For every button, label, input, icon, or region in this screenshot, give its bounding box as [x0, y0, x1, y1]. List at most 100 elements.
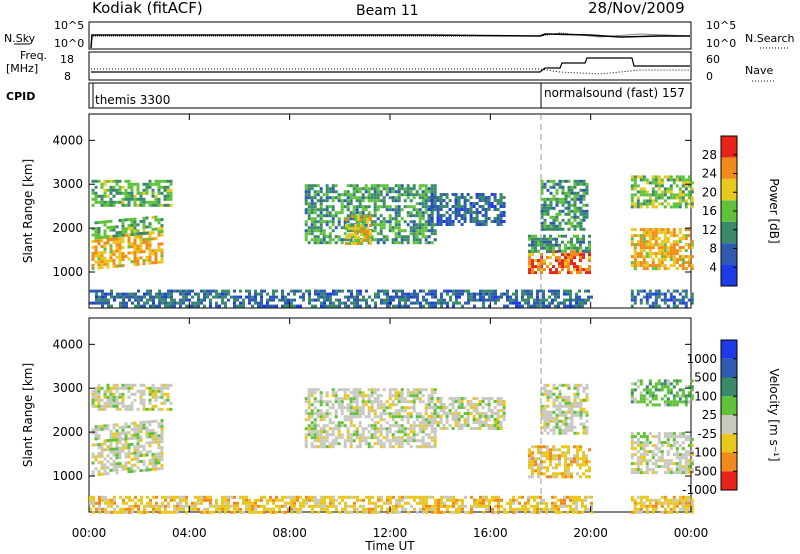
- range-cell: [436, 415, 440, 418]
- range-cell: [502, 202, 506, 205]
- range-cell: [325, 205, 329, 209]
- range-cell: [400, 229, 404, 233]
- range-cell: [457, 415, 461, 418]
- range-cell: [639, 435, 643, 439]
- range-cell: [136, 436, 140, 440]
- range-cell: [106, 454, 110, 458]
- range-cell: [543, 206, 547, 210]
- range-cell: [418, 184, 422, 188]
- range-cell: [230, 295, 233, 299]
- nave-tick-top: 60: [706, 53, 720, 66]
- range-cell: [484, 214, 488, 217]
- range-cell: [173, 507, 176, 511]
- range-cell: [145, 243, 149, 247]
- range-cell: [386, 495, 389, 499]
- range-cell: [397, 439, 401, 443]
- range-cell: [460, 427, 464, 430]
- range-cell: [368, 507, 371, 511]
- range-cell: [675, 258, 679, 262]
- range-cell: [157, 452, 161, 456]
- range-cell: [552, 237, 555, 241]
- range-cell: [660, 298, 664, 302]
- range-cell: [584, 298, 587, 302]
- range-cell: [669, 462, 673, 466]
- range-cell: [310, 427, 314, 431]
- range-cell: [585, 428, 589, 432]
- range-cell: [101, 289, 104, 293]
- nsky-tick-bottom: 10^0: [54, 37, 84, 50]
- range-cell: [506, 298, 509, 302]
- range-cell: [166, 191, 170, 195]
- range-cell: [537, 262, 540, 266]
- range-cell: [388, 226, 392, 230]
- range-cell: [639, 264, 643, 268]
- range-cell: [579, 416, 583, 420]
- range-cell: [97, 251, 101, 255]
- range-cell: [636, 252, 640, 256]
- range-cell: [148, 237, 152, 241]
- range-cell: [684, 438, 688, 442]
- range-cell: [645, 267, 649, 271]
- range-cell: [546, 451, 549, 455]
- range-cell: [142, 188, 146, 192]
- range-cell: [91, 203, 95, 207]
- range-cell: [107, 510, 110, 514]
- range-cell: [424, 235, 428, 239]
- range-cell: [239, 289, 242, 293]
- range-cell: [314, 304, 317, 308]
- range-cell: [157, 386, 161, 390]
- range-cell: [490, 424, 494, 427]
- range-cell: [403, 199, 407, 203]
- range-cell: [642, 243, 646, 247]
- range-cell: [310, 202, 314, 206]
- range-cell: [331, 238, 335, 242]
- range-cell: [454, 199, 458, 202]
- range-cell: [361, 433, 365, 437]
- range-cell: [567, 268, 570, 272]
- range-cell: [395, 504, 398, 508]
- range-cell: [266, 501, 269, 505]
- range-cell: [567, 469, 570, 473]
- range-cell: [493, 217, 497, 220]
- range-cell: [449, 295, 452, 299]
- range-cell: [140, 295, 143, 299]
- range-cell: [97, 407, 101, 411]
- range-cell: [499, 211, 503, 214]
- range-cell: [134, 295, 137, 299]
- range-cell: [157, 182, 161, 186]
- range-cell: [630, 453, 634, 457]
- range-cell: [672, 289, 676, 293]
- range-cell: [152, 504, 155, 508]
- range-cell: [540, 185, 544, 189]
- range-cell: [103, 427, 107, 431]
- range-cell: [188, 292, 191, 296]
- range-cell: [555, 218, 559, 222]
- range-cell: [101, 295, 104, 299]
- range-cell: [179, 298, 182, 302]
- range-cell: [564, 234, 567, 238]
- range-cell: [552, 253, 555, 257]
- range-cell: [97, 242, 101, 246]
- range-cell: [543, 413, 547, 417]
- range-cell: [367, 388, 371, 392]
- range-cell: [528, 460, 531, 464]
- range-cell: [576, 413, 580, 417]
- range-cell: [104, 501, 107, 505]
- range-cell: [382, 205, 386, 209]
- range-cell: [657, 246, 661, 250]
- range-cell: [430, 418, 434, 421]
- range-cell: [654, 175, 658, 179]
- nsky-trace: [90, 33, 690, 49]
- range-cell: [359, 230, 363, 233]
- range-cell: [630, 298, 634, 302]
- range-cell: [669, 292, 673, 296]
- range-cell: [663, 205, 667, 209]
- range-cell: [478, 220, 482, 223]
- range-cell: [654, 264, 658, 268]
- range-cell: [142, 404, 146, 408]
- range-cell: [570, 221, 574, 225]
- range-cell: [163, 392, 167, 396]
- range-cell: [636, 400, 640, 404]
- range-cell: [555, 472, 558, 476]
- range-cell: [109, 185, 113, 189]
